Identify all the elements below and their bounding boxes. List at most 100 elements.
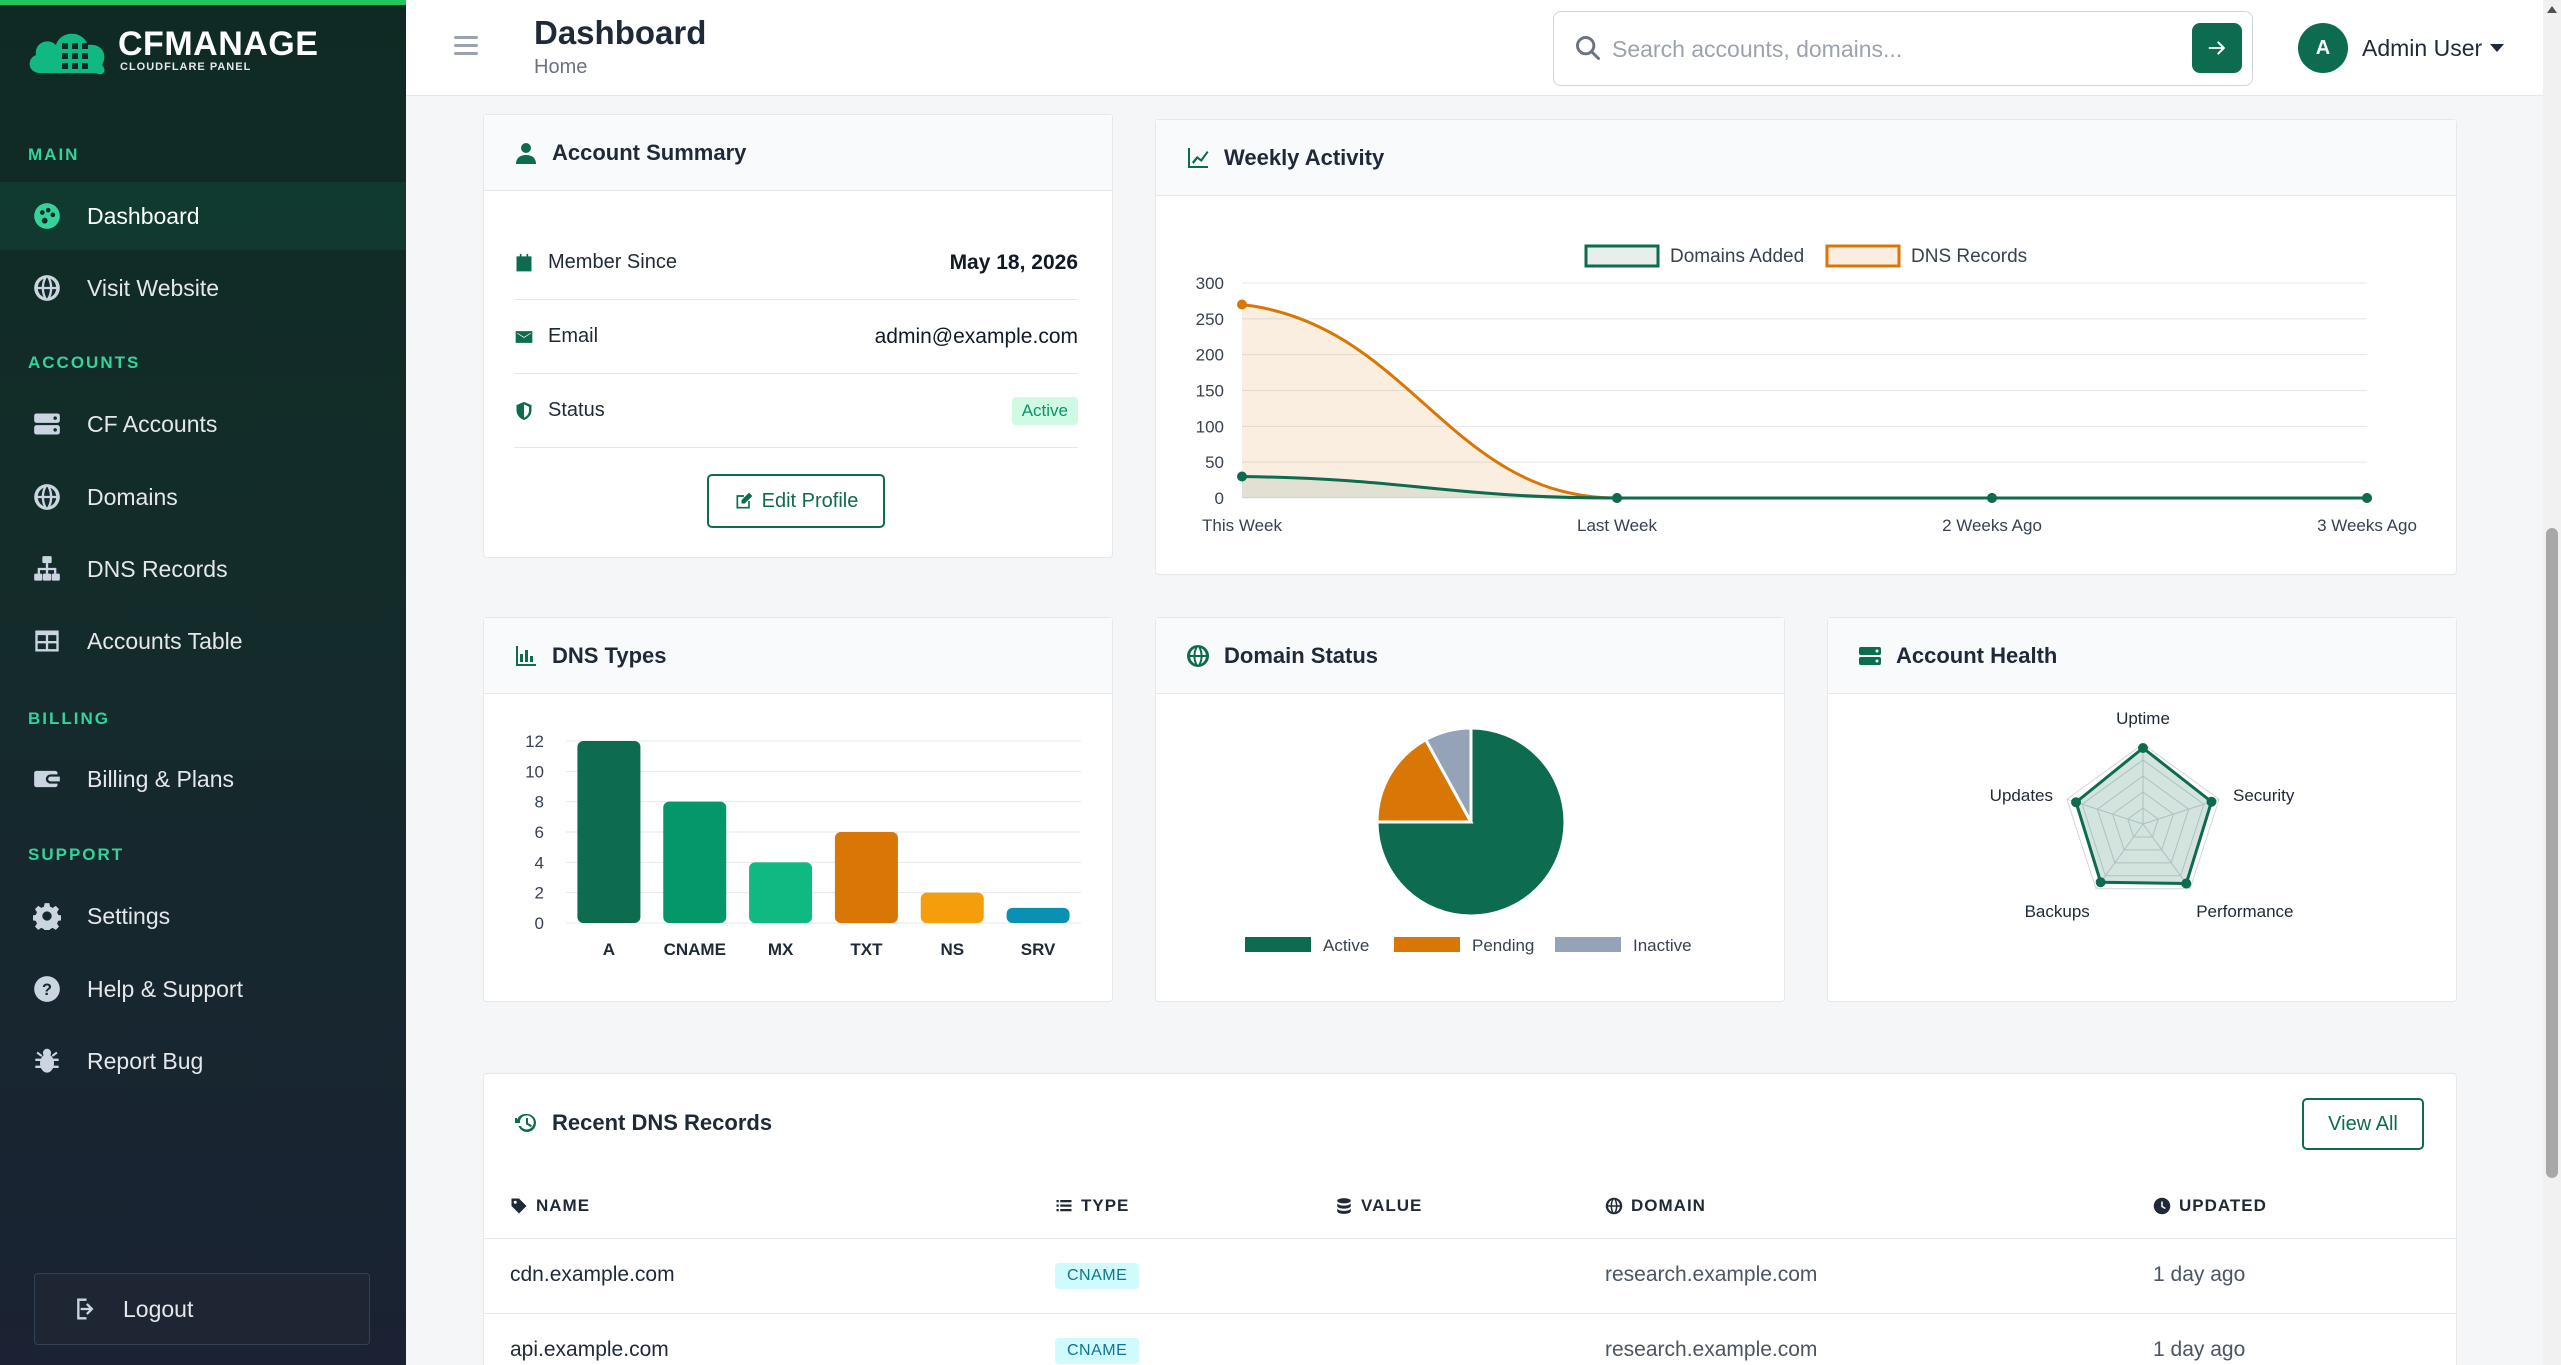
search-submit-button[interactable] bbox=[2192, 23, 2242, 73]
svg-text:?: ? bbox=[42, 981, 52, 999]
x-tick-label: TXT bbox=[850, 940, 883, 959]
table-row[interactable]: cdn.example.com CNAME research.example.c… bbox=[484, 1239, 2456, 1314]
pie-slice bbox=[1375, 726, 1567, 918]
radar-grid bbox=[2096, 775, 2190, 864]
email-label: Email bbox=[548, 325, 599, 347]
legend-label: Active bbox=[1323, 936, 1369, 955]
cell-domain: research.example.com bbox=[1605, 1338, 1818, 1361]
radar-point bbox=[2181, 878, 2192, 889]
user-menu[interactable]: A Admin User bbox=[2298, 22, 2505, 74]
account-health-card: Account Health Uptime Security Performance… bbox=[1827, 617, 2457, 1002]
table-row[interactable]: api.example.com CNAME research.example.c… bbox=[484, 1314, 2456, 1365]
domain-status-chart: Active Pending Inactive bbox=[1245, 726, 1692, 955]
pie-slice bbox=[1423, 726, 1473, 823]
line-chart-icon bbox=[1188, 147, 1209, 168]
y-tick-label: 8 bbox=[535, 793, 544, 812]
radar-axis bbox=[2095, 823, 2144, 890]
column-label: DOMAIN bbox=[1631, 1196, 1706, 1215]
sidebar-item-billing[interactable]: Billing & Plans bbox=[0, 745, 406, 813]
brand-subtitle: CLOUDFLARE PANEL bbox=[120, 61, 252, 73]
sidebar-item-settings[interactable]: Settings bbox=[0, 882, 406, 950]
sidebar-item-label: Accounts Table bbox=[87, 627, 243, 654]
sidebar-item-domains[interactable]: Domains bbox=[0, 463, 406, 531]
sidebar-item-visit-website[interactable]: Visit Website bbox=[0, 254, 406, 322]
cloud-logo-icon bbox=[26, 21, 114, 79]
member-since-label: Member Since bbox=[548, 251, 677, 273]
radar-axis-label: Uptime bbox=[2116, 709, 2170, 728]
dns-types-card: DNS Types 0 2 4 6 8 10 12 A CNAME MX TXT NS SRV bbox=[483, 617, 1113, 1002]
scrollbar-thumb[interactable] bbox=[2546, 528, 2558, 1178]
sidebar-item-dashboard[interactable]: Dashboard bbox=[0, 182, 406, 250]
data-point bbox=[2362, 493, 2372, 503]
shield-icon bbox=[516, 401, 532, 420]
sidebar-item-cf-accounts[interactable]: CF Accounts bbox=[0, 390, 406, 458]
radar-axis-label: Security bbox=[2233, 786, 2295, 805]
user-name: Admin User bbox=[2362, 34, 2483, 61]
weekly-activity-card: Weekly Activity 0 50 100 150 200 250 300 This W… bbox=[1155, 119, 2457, 575]
page-title: Dashboard bbox=[534, 14, 707, 51]
sidebar-item-label: Help & Support bbox=[87, 975, 243, 1002]
bar bbox=[749, 862, 813, 923]
sidebar-item-report-bug[interactable]: Report Bug bbox=[0, 1027, 406, 1095]
radar-grid bbox=[2081, 759, 2205, 877]
brand-logo[interactable]: CFMANAGE CLOUDFLARE PANEL bbox=[26, 20, 318, 80]
x-tick-label: SRV bbox=[1021, 940, 1056, 959]
palette-icon bbox=[32, 201, 62, 231]
y-tick-label: 250 bbox=[1196, 310, 1224, 329]
edit-profile-label: Edit Profile bbox=[761, 489, 859, 512]
view-all-button[interactable]: View All bbox=[2302, 1098, 2424, 1150]
logout-icon bbox=[77, 1298, 94, 1320]
cell-domain: research.example.com bbox=[1605, 1263, 1818, 1286]
column-header-name[interactable]: NAME bbox=[510, 1196, 590, 1216]
sidebar-item-label: Domains bbox=[87, 483, 178, 510]
sidebar-accent-line bbox=[0, 0, 406, 5]
y-tick-label: 6 bbox=[535, 823, 544, 842]
envelope-icon bbox=[515, 330, 533, 343]
cell-updated: 1 day ago bbox=[2153, 1338, 2246, 1361]
card-header: Weekly Activity bbox=[1156, 120, 2456, 196]
globe-icon bbox=[1605, 1197, 1623, 1215]
globe-icon bbox=[32, 273, 62, 303]
y-tick-label: 200 bbox=[1196, 346, 1224, 365]
radar-point bbox=[2071, 797, 2082, 808]
search-input[interactable] bbox=[1612, 26, 2172, 72]
scrollbar[interactable] bbox=[2543, 0, 2561, 1365]
status-badge: Active bbox=[1011, 396, 1078, 425]
y-tick-label: 0 bbox=[1215, 489, 1224, 508]
column-label: TYPE bbox=[1081, 1196, 1130, 1215]
card-title: Recent DNS Records bbox=[552, 1110, 773, 1135]
edit-profile-button[interactable]: Edit Profile bbox=[707, 474, 885, 528]
legend-swatch bbox=[1825, 244, 1901, 268]
breadcrumb[interactable]: Home bbox=[534, 56, 588, 78]
nav-section-accounts: ACCOUNTS bbox=[28, 353, 141, 372]
sidebar-item-accounts-table[interactable]: Accounts Table bbox=[0, 607, 406, 675]
scroll-up-arrow-icon[interactable] bbox=[2547, 6, 2557, 13]
data-point bbox=[1612, 493, 1622, 503]
sidebar-item-label: CF Accounts bbox=[87, 410, 218, 437]
type-badge: CNAME bbox=[1055, 1263, 1140, 1289]
column-header-type[interactable]: TYPE bbox=[1055, 1196, 1129, 1216]
cell-name: cdn.example.com bbox=[510, 1263, 675, 1286]
logout-button[interactable]: Logout bbox=[34, 1273, 370, 1345]
legend-swatch bbox=[1245, 937, 1311, 952]
column-header-domain[interactable]: DOMAIN bbox=[1605, 1196, 1706, 1216]
column-label: VALUE bbox=[1361, 1196, 1423, 1215]
series-line bbox=[1241, 475, 2367, 500]
history-icon bbox=[515, 1113, 536, 1132]
radar-grid bbox=[2127, 807, 2159, 838]
question-icon: ? bbox=[32, 974, 62, 1004]
card-header: Domain Status bbox=[1156, 618, 1784, 694]
sidebar-item-dns-records[interactable]: DNS Records bbox=[0, 535, 406, 603]
account-summary-card: Account Summary Member Since May 18, 202… bbox=[483, 114, 1113, 558]
domain-status-card: Domain Status Active Pending Inactive bbox=[1155, 617, 1785, 1002]
column-header-value[interactable]: VALUE bbox=[1335, 1196, 1422, 1216]
sidebar-item-help-support[interactable]: ? Help & Support bbox=[0, 955, 406, 1023]
radar-axis-label: Backups bbox=[2025, 902, 2090, 921]
bar bbox=[920, 892, 984, 923]
card-header: Account Summary bbox=[484, 115, 1112, 191]
bar bbox=[577, 741, 641, 923]
column-label: UPDATED bbox=[2179, 1196, 2267, 1215]
column-header-updated[interactable]: UPDATED bbox=[2153, 1196, 2267, 1216]
data-point bbox=[1237, 471, 1247, 482]
menu-toggle-icon[interactable] bbox=[454, 36, 478, 56]
